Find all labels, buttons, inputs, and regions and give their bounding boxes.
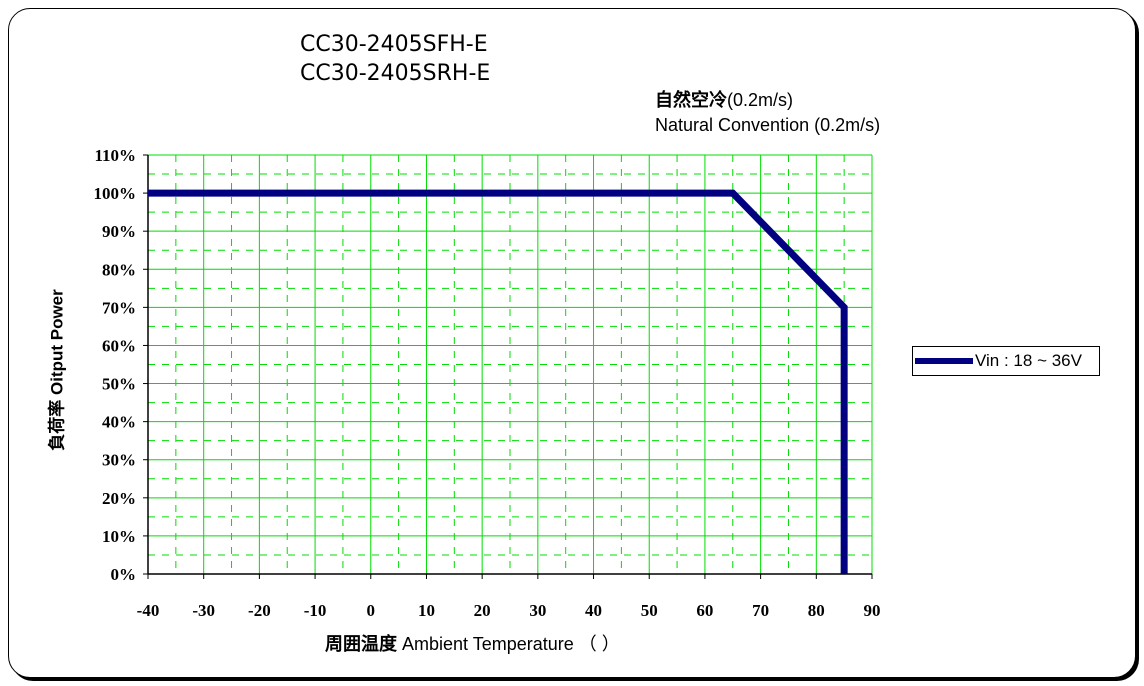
x-tick-label: 50 bbox=[641, 601, 658, 620]
y-tick-label: 60% bbox=[102, 336, 136, 355]
x-tick-label: 40 bbox=[585, 601, 602, 620]
x-tick-label: 20 bbox=[474, 601, 491, 620]
chart-title: CC30-2405SFH-E CC30-2405SRH-E bbox=[300, 30, 490, 88]
series-line bbox=[148, 189, 848, 574]
x-tick-label: 10 bbox=[418, 601, 435, 620]
x-axis-label-ja: 周囲温度 bbox=[325, 634, 397, 654]
x-axis-label-en: Ambient Temperature （ ） bbox=[402, 634, 620, 654]
y-tick-label: 100% bbox=[94, 184, 137, 203]
condition-en: Natural Convention (0.2m/s) bbox=[655, 115, 881, 135]
title-line-1: CC30-2405SFH-E bbox=[300, 32, 488, 57]
y-tick-label: 70% bbox=[102, 298, 136, 317]
y-tick-label: 90% bbox=[102, 222, 136, 241]
x-tick-label: -30 bbox=[192, 601, 215, 620]
x-tick-label: 90 bbox=[864, 601, 881, 620]
y-tick-label: 110% bbox=[94, 146, 136, 165]
title-line-2: CC30-2405SRH-E bbox=[300, 61, 491, 86]
x-axis-label: 周囲温度 Ambient Temperature （ ） bbox=[325, 630, 620, 656]
y-tick-label: 80% bbox=[102, 260, 136, 279]
x-tick-label: 60 bbox=[696, 601, 713, 620]
y-tick-label: 0% bbox=[111, 565, 137, 584]
chart-frame bbox=[8, 8, 1136, 678]
y-tick-label: 20% bbox=[102, 489, 136, 508]
legend: Vin : 18 ~ 36V bbox=[912, 346, 1100, 376]
x-tick-label: -10 bbox=[304, 601, 327, 620]
y-tick-label: 10% bbox=[102, 527, 136, 546]
y-tick-label: 30% bbox=[102, 451, 136, 470]
condition-ja-text: 自然空冷 bbox=[655, 90, 727, 110]
cooling-condition: 自然空冷(0.2m/s) Natural Convention (0.2m/s) bbox=[655, 88, 880, 138]
condition-ja-suffix: (0.2m/s) bbox=[727, 90, 794, 110]
condition-ja: 自然空冷(0.2m/s) bbox=[655, 88, 880, 113]
x-tick-label: 30 bbox=[529, 601, 546, 620]
x-tick-label: 80 bbox=[808, 601, 825, 620]
legend-swatch bbox=[915, 358, 973, 364]
x-tick-label: -20 bbox=[248, 601, 271, 620]
x-tick-label: 70 bbox=[752, 601, 769, 620]
x-tick-label: -40 bbox=[137, 601, 160, 620]
legend-label: Vin : 18 ~ 36V bbox=[975, 351, 1082, 370]
x-tick-label: 0 bbox=[367, 601, 376, 620]
y-tick-label: 40% bbox=[102, 413, 136, 432]
y-tick-label: 50% bbox=[102, 375, 136, 394]
